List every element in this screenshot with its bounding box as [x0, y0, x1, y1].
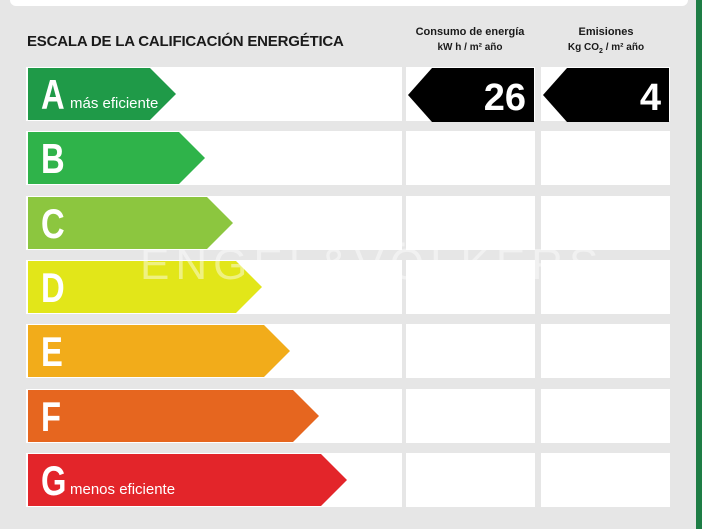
- emisiones-cell-e: [541, 324, 670, 378]
- emisiones-cell-c: [541, 196, 670, 250]
- arrow-shape: [28, 261, 262, 313]
- emisiones-header: Emisiones Kg CO2 / m² año: [540, 24, 672, 60]
- emisiones-unit: Kg CO2 / m² año: [540, 40, 672, 60]
- arrow-shape: [28, 132, 205, 184]
- rating-arrow-e: E: [28, 325, 290, 377]
- consumo-cell-f: [406, 389, 535, 443]
- emisiones-cell-b: [541, 131, 670, 185]
- emisiones-unit-subscript: 2: [599, 48, 603, 55]
- rating-letter: D: [41, 264, 65, 311]
- emisiones-unit-prefix: Kg CO: [567, 42, 600, 53]
- emisiones-cell-d: [541, 260, 670, 314]
- rating-arrow-c: C: [28, 197, 233, 249]
- consumo-cell-b: [406, 131, 535, 185]
- rating-description: más eficiente: [70, 95, 159, 112]
- arrow-shape: [28, 68, 176, 120]
- arrow-shape: [28, 325, 290, 377]
- page-edge-accent: [696, 0, 702, 529]
- consumo-cell-d: [406, 260, 535, 314]
- rating-letter: F: [41, 393, 62, 440]
- rating-description: menos eficiente: [70, 481, 176, 498]
- consumo-value: 26: [484, 77, 526, 119]
- consumo-cell-e: [406, 324, 535, 378]
- rating-arrow-d: D: [28, 261, 262, 313]
- emisiones-cell-f: [541, 389, 670, 443]
- emisiones-label: Emisiones: [578, 26, 634, 38]
- rating-letter: B: [41, 135, 65, 182]
- top-strip: [10, 0, 688, 6]
- consumo-label: Consumo de energía: [415, 26, 525, 38]
- rating-letter: C: [41, 200, 65, 247]
- arrow-shape: [28, 197, 233, 249]
- consumo-header: Consumo de energía kW h / m² año: [404, 24, 536, 56]
- rating-arrow-b: B: [28, 132, 205, 184]
- arrow-shape: [28, 454, 347, 506]
- emisiones-unit-suffix: / m² año: [602, 42, 645, 53]
- consumo-unit: kW h / m² año: [437, 42, 503, 53]
- rating-letter: G: [41, 457, 67, 504]
- rating-letter: A: [41, 71, 65, 118]
- consumo-cell-g: [406, 453, 535, 507]
- emisiones-value: 4: [640, 77, 661, 119]
- emisiones-value-marker: 4: [543, 68, 669, 122]
- rating-letter: E: [41, 328, 63, 375]
- emisiones-cell-g: [541, 453, 670, 507]
- consumo-value-marker: 26: [408, 68, 534, 122]
- rating-arrow-f: F: [28, 390, 319, 442]
- scale-title: ESCALA DE LA CALIFICACIÓN ENERGÉTICA: [27, 33, 344, 50]
- consumo-cell-c: [406, 196, 535, 250]
- arrow-shape: [28, 390, 319, 442]
